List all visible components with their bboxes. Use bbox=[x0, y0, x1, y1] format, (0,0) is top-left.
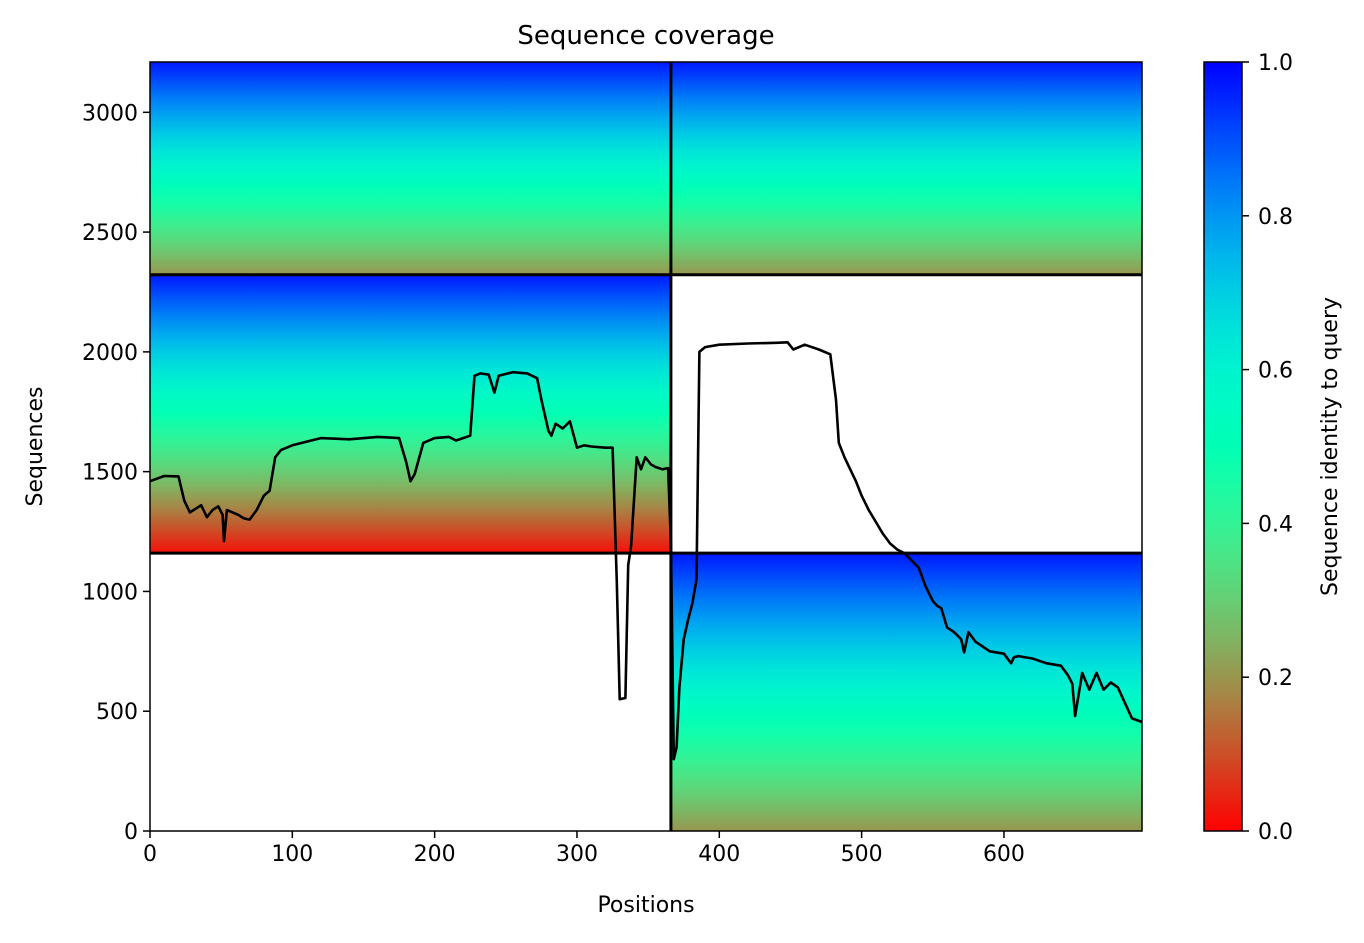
y-axis-label: Sequences bbox=[23, 387, 48, 507]
coverage-block bbox=[670, 553, 1142, 831]
colorbar: 0.0 0.2 0.4 0.6 0.8 1.0 Sequence identity to … bbox=[1203, 51, 1343, 845]
plot-area bbox=[150, 62, 1142, 831]
x-tick-label: 400 bbox=[698, 842, 740, 867]
x-axis: 0 100 200 300 400 500 600 bbox=[143, 831, 1025, 867]
colorbar-tick-label: 0.8 bbox=[1258, 205, 1293, 230]
coverage-block bbox=[150, 274, 671, 554]
x-tick-label: 200 bbox=[414, 842, 456, 867]
colorbar-tick-label: 0.2 bbox=[1258, 666, 1293, 691]
colorbar-tick-label: 0.0 bbox=[1258, 820, 1293, 845]
colorbar-ticks: 0.0 0.2 0.4 0.6 0.8 1.0 bbox=[1242, 51, 1293, 845]
y-tick-label: 1000 bbox=[82, 580, 138, 605]
y-tick-label: 2500 bbox=[82, 221, 138, 246]
segment-boundaries bbox=[150, 62, 1142, 831]
x-tick-label: 0 bbox=[143, 842, 157, 867]
y-axis: 0 500 1000 1500 2000 2500 3000 bbox=[82, 101, 150, 845]
colorbar-gradient bbox=[1204, 62, 1242, 831]
x-tick-label: 600 bbox=[983, 842, 1025, 867]
coverage-blocks bbox=[150, 62, 1142, 831]
y-tick-label: 500 bbox=[96, 700, 138, 725]
x-tick-label: 300 bbox=[556, 842, 598, 867]
colorbar-tick-label: 1.0 bbox=[1258, 51, 1293, 76]
colorbar-tick-label: 0.6 bbox=[1258, 359, 1293, 384]
chart-title: Sequence coverage bbox=[517, 21, 774, 51]
y-tick-label: 3000 bbox=[82, 101, 138, 126]
y-tick-label: 1500 bbox=[82, 461, 138, 486]
plot-frame bbox=[149, 61, 1143, 832]
x-axis-label: Positions bbox=[597, 893, 694, 918]
coverage-block bbox=[670, 62, 1142, 275]
coverage-line-layer bbox=[150, 340, 1142, 761]
y-tick-label: 2000 bbox=[82, 341, 138, 366]
colorbar-frame bbox=[1203, 61, 1243, 832]
x-tick-label: 100 bbox=[271, 842, 313, 867]
y-tick-label: 0 bbox=[124, 820, 138, 845]
colorbar-label: Sequence identity to query bbox=[1318, 297, 1343, 596]
x-tick-label: 500 bbox=[841, 842, 883, 867]
coverage-block bbox=[150, 62, 671, 275]
coverage-line bbox=[150, 340, 1142, 761]
colorbar-tick-label: 0.4 bbox=[1258, 512, 1293, 537]
